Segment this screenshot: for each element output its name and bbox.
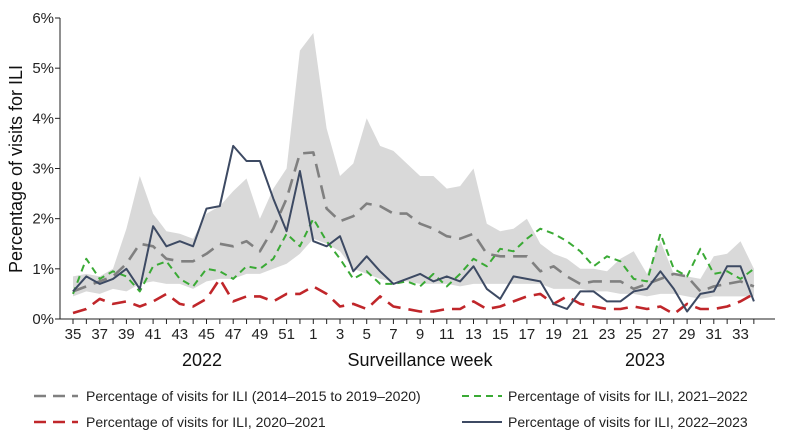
x-tick-label: 5 bbox=[363, 326, 371, 343]
x-tick-label: 1 bbox=[309, 326, 317, 343]
x-tick-label: 43 bbox=[171, 326, 188, 343]
legend-label-2022-2023: Percentage of visits for ILI, 2022–2023 bbox=[508, 414, 748, 430]
x-tick-label: 25 bbox=[625, 326, 642, 343]
axes-layer bbox=[55, 17, 775, 324]
legend-label-historical: Percentage of visits for ILI (2014–2015 … bbox=[86, 388, 421, 404]
x-tick-label: 49 bbox=[252, 326, 269, 343]
series-line-2 bbox=[72, 277, 755, 316]
x-tick-label: 41 bbox=[145, 326, 162, 343]
x-tick-label: 13 bbox=[465, 326, 482, 343]
x-tick-label: 33 bbox=[732, 326, 749, 343]
series-line-1 bbox=[72, 217, 755, 295]
year-label-2022: 2022 bbox=[182, 350, 222, 370]
y-tick-label: 6% bbox=[32, 10, 54, 27]
x-tick-label: 15 bbox=[492, 326, 509, 343]
x-tick-label: 37 bbox=[91, 326, 108, 343]
legend-item-2020-2021: Percentage of visits for ILI, 2020–2021 bbox=[34, 414, 326, 430]
series-line-0 bbox=[72, 151, 755, 293]
x-tick-label: 47 bbox=[225, 326, 242, 343]
y-tick-label: 2% bbox=[32, 211, 54, 228]
legend-label-2021-2022: Percentage of visits for ILI, 2021–2022 bbox=[508, 388, 748, 404]
x-tick-label: 35 bbox=[65, 326, 82, 343]
x-tick-label: 23 bbox=[599, 326, 616, 343]
x-tick-label: 17 bbox=[519, 326, 536, 343]
legend-label-2020-2021: Percentage of visits for ILI, 2020–2021 bbox=[86, 414, 326, 430]
x-tick-label: 21 bbox=[572, 326, 589, 343]
x-tick-label: 45 bbox=[198, 326, 215, 343]
x-tick-label: 31 bbox=[705, 326, 722, 343]
series-layer bbox=[72, 144, 755, 316]
x-tick-label: 29 bbox=[679, 326, 696, 343]
y-tick-label: 3% bbox=[32, 161, 54, 178]
range-band-layer bbox=[73, 33, 754, 299]
tick-label-layer: 0%1%2%3%4%5%6%35 37 39 41 43 45 47 49 51 1 3 5 7 9 11 1… bbox=[32, 10, 749, 343]
year-label-2023: 2023 bbox=[625, 350, 665, 370]
y-tick-label: 1% bbox=[32, 261, 54, 278]
legend-item-2021-2022: Percentage of visits for ILI, 2021–2022 bbox=[462, 388, 748, 404]
x-tick-label: 19 bbox=[545, 326, 562, 343]
legend: Percentage of visits for ILI (2014–2015 … bbox=[34, 388, 748, 430]
y-tick-label: 5% bbox=[32, 60, 54, 77]
x-tick-label: 7 bbox=[389, 326, 397, 343]
range-band bbox=[73, 33, 754, 299]
y-tick-label: 0% bbox=[32, 311, 54, 328]
x-axis-title: Surveillance week bbox=[347, 350, 493, 370]
x-tick-label: 9 bbox=[416, 326, 424, 343]
x-tick-label: 3 bbox=[336, 326, 344, 343]
x-tick-label: 11 bbox=[439, 326, 455, 343]
x-tick-label: 51 bbox=[278, 326, 295, 343]
legend-item-historical: Percentage of visits for ILI (2014–2015 … bbox=[34, 388, 421, 404]
x-tick-label: 27 bbox=[652, 326, 669, 343]
x-tick-label: 39 bbox=[118, 326, 135, 343]
legend-item-2022-2023: Percentage of visits for ILI, 2022–2023 bbox=[462, 414, 748, 430]
y-axis-title: Percentage of visits for ILI bbox=[6, 65, 26, 273]
y-tick-label: 4% bbox=[32, 110, 54, 127]
series-line-3 bbox=[72, 144, 755, 313]
